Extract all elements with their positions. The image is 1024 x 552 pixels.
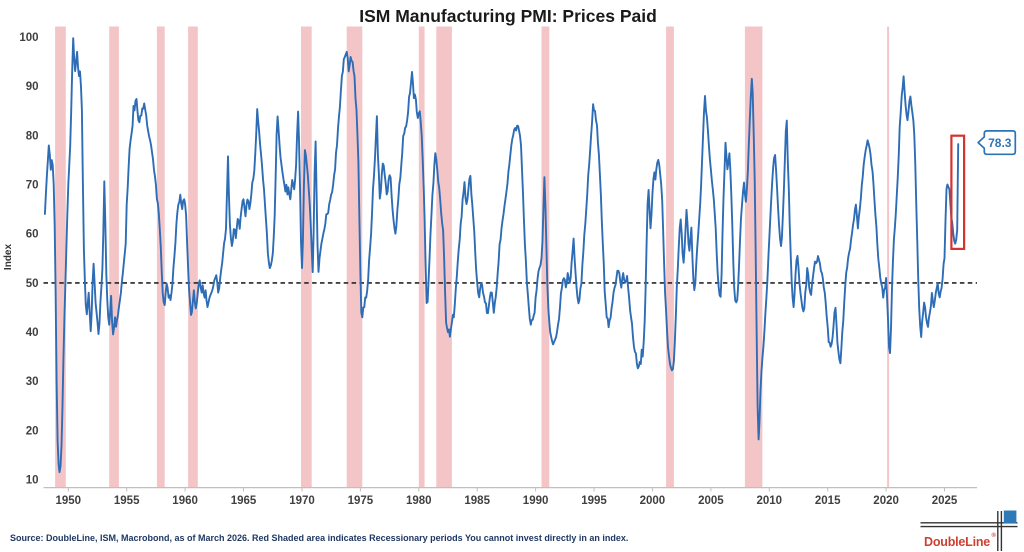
svg-text:1985: 1985 — [464, 495, 490, 507]
svg-text:2025: 2025 — [932, 495, 958, 507]
svg-text:60: 60 — [26, 229, 39, 241]
svg-text:78.3: 78.3 — [988, 136, 1012, 150]
svg-text:1970: 1970 — [289, 495, 315, 507]
svg-text:2020: 2020 — [873, 495, 899, 507]
svg-text:1980: 1980 — [406, 495, 432, 507]
svg-text:1995: 1995 — [581, 495, 607, 507]
svg-text:1965: 1965 — [231, 495, 257, 507]
svg-text:Source: DoubleLine, ISM, Macro: Source: DoubleLine, ISM, Macrobond, as o… — [10, 533, 628, 543]
svg-text:2000: 2000 — [640, 495, 666, 507]
svg-text:40: 40 — [26, 327, 39, 339]
svg-text:DoubleLine: DoubleLine — [924, 535, 990, 549]
svg-text:30: 30 — [26, 376, 39, 388]
svg-text:®: ® — [992, 532, 997, 539]
svg-text:Index: Index — [3, 244, 14, 271]
svg-text:1990: 1990 — [523, 495, 549, 507]
svg-text:ISM Manufacturing PMI: Prices: ISM Manufacturing PMI: Prices Paid — [359, 6, 657, 26]
svg-text:2015: 2015 — [815, 495, 841, 507]
svg-text:70: 70 — [26, 180, 39, 192]
svg-text:10: 10 — [26, 475, 39, 487]
svg-text:20: 20 — [26, 425, 39, 437]
svg-text:50: 50 — [26, 278, 39, 290]
svg-text:1950: 1950 — [56, 495, 82, 507]
svg-text:2010: 2010 — [757, 495, 783, 507]
svg-text:1955: 1955 — [114, 495, 140, 507]
svg-text:1960: 1960 — [172, 495, 198, 507]
svg-text:2005: 2005 — [698, 495, 724, 507]
svg-text:80: 80 — [26, 130, 39, 142]
svg-text:1975: 1975 — [348, 495, 374, 507]
svg-text:100: 100 — [19, 32, 38, 44]
svg-text:90: 90 — [26, 81, 39, 93]
